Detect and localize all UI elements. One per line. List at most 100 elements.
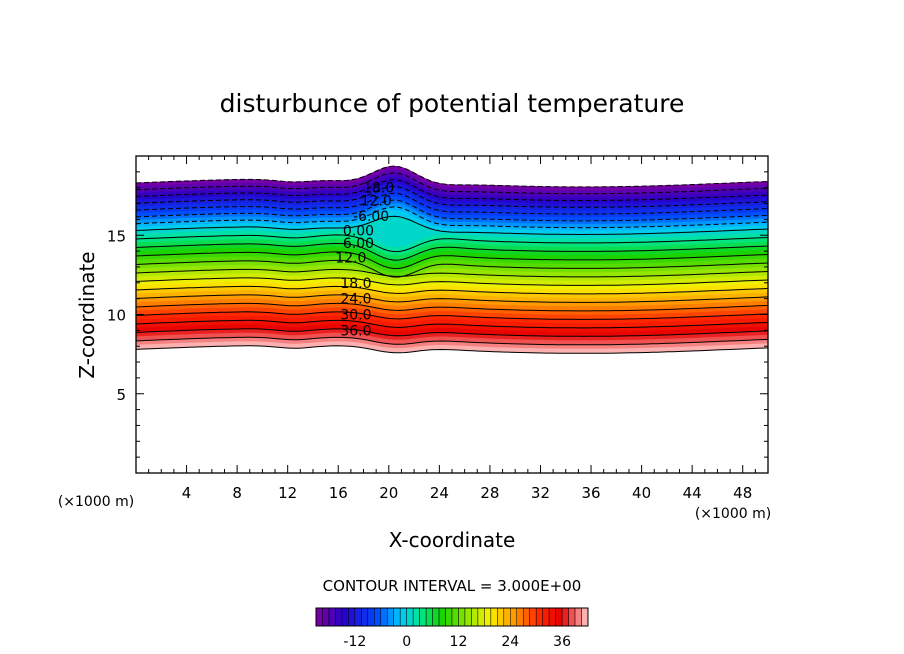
contour-line xyxy=(136,172,768,195)
x-tick-label: 4 xyxy=(182,484,192,502)
contour-line xyxy=(136,319,768,329)
colorbar-swatch xyxy=(380,607,388,627)
colorbar-swatch xyxy=(490,607,498,627)
x-unit-label-left: (×1000 m) xyxy=(58,494,134,510)
contour-label: -6.00 xyxy=(353,209,389,225)
colorbar-swatch xyxy=(516,607,524,627)
x-tick-label: 44 xyxy=(683,484,702,502)
contour-line xyxy=(136,345,768,354)
colorbar-tick-labels: -12 0 12 24 36 xyxy=(343,634,571,650)
axis-ticks xyxy=(136,156,768,473)
colorbar-swatch xyxy=(535,607,543,627)
colorbar-tick-label: 12 xyxy=(450,634,468,650)
y-tick-label: 15 xyxy=(107,227,126,245)
colorbar-swatch xyxy=(497,607,505,627)
colorbar-swatch xyxy=(581,607,589,627)
contour-line xyxy=(136,328,768,337)
contour-line xyxy=(136,259,768,278)
contour-line xyxy=(136,311,768,320)
contour-label: 0.00 xyxy=(343,223,374,239)
x-unit-label-right: (×1000 m) xyxy=(695,506,771,522)
x-tick-label: 20 xyxy=(379,484,398,502)
y-axis-label: Z-coordinate xyxy=(75,251,99,378)
colorbar-swatch xyxy=(522,607,530,627)
colorbar-swatch xyxy=(328,607,336,627)
colorbar-swatch xyxy=(386,607,394,627)
contour-lines xyxy=(136,165,768,354)
x-tick-label: 8 xyxy=(232,484,242,502)
colorbar-swatch xyxy=(341,607,349,627)
colorbar-swatch xyxy=(432,607,440,627)
contour-label: 36.0 xyxy=(340,323,371,339)
colorbar-swatch xyxy=(315,607,323,627)
x-tick-label: 16 xyxy=(329,484,348,502)
contour-label: 12.0 xyxy=(361,193,392,209)
contour-label: 6.00 xyxy=(343,236,374,252)
colorbar-swatch xyxy=(529,607,537,627)
colorbar-swatch xyxy=(503,607,511,627)
colorbar-swatch xyxy=(412,607,420,627)
colorbar-swatch xyxy=(484,607,492,627)
colorbar-swatch xyxy=(451,607,459,627)
colorbar-swatch xyxy=(561,607,569,627)
colorbar-swatch xyxy=(574,607,582,627)
colorbar-swatch xyxy=(510,607,518,627)
contour-label: 30.0 xyxy=(340,308,371,324)
colorbar-swatch xyxy=(471,607,479,627)
contour-line xyxy=(136,302,768,312)
colorbar-swatch xyxy=(322,607,330,627)
y-tick-label: 5 xyxy=(116,386,126,404)
colorbar-swatch xyxy=(548,607,556,627)
contour-label: 12.0 xyxy=(335,250,366,266)
contour-line xyxy=(136,336,768,346)
colorbar-swatch xyxy=(399,607,407,627)
x-tick-label: 24 xyxy=(430,484,449,502)
x-tick-labels: 4 8 12 16 20 24 28 32 36 40 44 48 xyxy=(182,484,752,502)
contour-line xyxy=(136,251,768,270)
contour-line xyxy=(136,268,768,278)
x-tick-label: 36 xyxy=(581,484,600,502)
colorbar xyxy=(315,607,589,627)
contour-label: 24.0 xyxy=(340,292,371,308)
colorbar-tick-label: 0 xyxy=(402,634,411,650)
contour-line xyxy=(136,294,768,303)
contour-line xyxy=(136,277,768,286)
contour-line xyxy=(136,234,768,253)
colorbar-swatch xyxy=(568,607,576,627)
colorbar-swatch xyxy=(361,607,369,627)
x-tick-label: 40 xyxy=(632,484,651,502)
colorbar-swatch xyxy=(348,607,356,627)
x-axis-label: X-coordinate xyxy=(389,528,516,552)
contour-line xyxy=(136,242,768,261)
colorbar-swatch xyxy=(393,607,401,627)
colorbar-frame xyxy=(315,607,589,627)
colorbar-swatch xyxy=(335,607,343,627)
x-tick-label: 48 xyxy=(733,484,752,502)
contour-field xyxy=(136,165,768,354)
colorbar-swatch xyxy=(354,607,362,627)
colorbar-swatch xyxy=(445,607,453,627)
y-tick-label: 10 xyxy=(107,307,126,325)
colorbar-tick-label: 36 xyxy=(553,634,571,650)
colorbar-swatch xyxy=(419,607,427,627)
x-tick-label: 28 xyxy=(480,484,499,502)
x-tick-label: 32 xyxy=(531,484,550,502)
contour-interval-text: CONTOUR INTERVAL = 3.000E+00 xyxy=(323,577,582,595)
contour-line xyxy=(136,185,768,208)
contour-line xyxy=(136,215,768,235)
contour-line xyxy=(136,199,768,222)
colorbar-swatch xyxy=(406,607,414,627)
contour-line xyxy=(136,206,768,229)
contour-label: 18.0 xyxy=(340,276,371,292)
colorbar-swatch xyxy=(425,607,433,627)
contour-line xyxy=(136,179,768,201)
colorbar-tick-label: -12 xyxy=(343,634,366,650)
colorbar-swatch xyxy=(477,607,485,627)
colorbar-swatch xyxy=(555,607,563,627)
colorbar-swatch xyxy=(458,607,466,627)
colorbar-swatch xyxy=(438,607,446,627)
colorbar-swatch xyxy=(542,607,550,627)
chart-title: disturbunce of potential temperature xyxy=(220,89,685,118)
x-tick-label: 12 xyxy=(278,484,297,502)
